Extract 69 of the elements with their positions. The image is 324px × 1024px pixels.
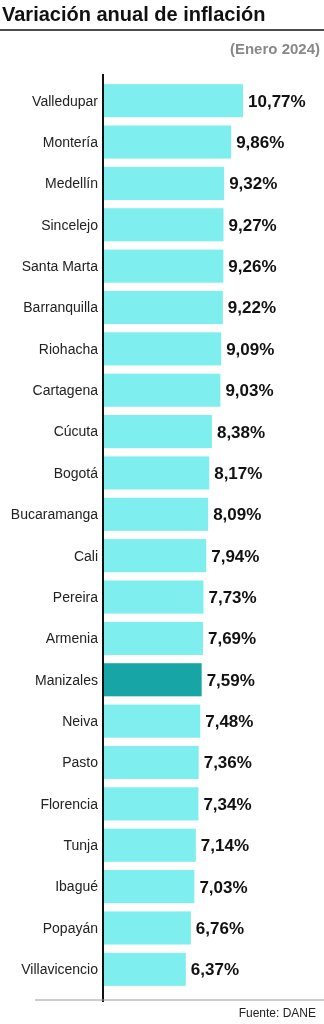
data-label: 7,94% <box>211 546 260 566</box>
data-label: 6,76% <box>195 918 245 938</box>
y-tick-label: Pereira <box>52 588 99 605</box>
data-label: 7,73% <box>208 588 257 607</box>
data-label: 7,36% <box>203 753 252 773</box>
y-tick-label: Cali <box>73 547 98 564</box>
bar <box>103 373 221 407</box>
bar <box>103 208 224 242</box>
data-label: 10,77% <box>248 91 306 111</box>
chart-title: Variación anual de inflación <box>2 3 266 25</box>
bar <box>103 166 225 200</box>
bar <box>103 952 186 986</box>
data-label: 9,09% <box>226 339 275 359</box>
bar <box>103 828 196 862</box>
y-tick-label: Barranquilla <box>23 299 99 316</box>
y-tick-label: Riohacha <box>38 340 99 357</box>
bar <box>103 332 222 366</box>
bar <box>103 663 202 697</box>
y-tick-label: Santa Marta <box>21 258 99 275</box>
bar <box>103 911 191 945</box>
data-label: 7,34% <box>203 794 252 814</box>
bar <box>103 745 199 780</box>
y-tick-label: Ibagué <box>55 878 99 895</box>
data-label: 8,38% <box>216 422 266 442</box>
y-tick-label: Villavicencio <box>21 961 99 978</box>
y-tick-label: Sincelejo <box>41 216 99 233</box>
y-tick-label: Valledupar <box>32 92 99 109</box>
bar <box>103 787 199 821</box>
data-label: 9,27% <box>228 215 277 235</box>
data-label: 9,26% <box>228 257 277 277</box>
data-label: 9,03% <box>225 381 274 401</box>
y-tick-label: Bucaramanga <box>10 506 99 523</box>
y-tick-label: Manizales <box>34 671 98 688</box>
source-note: Fuente: DANE <box>238 1006 316 1020</box>
bar <box>103 125 232 159</box>
data-label: 7,14% <box>200 836 250 856</box>
data-label: 9,22% <box>227 298 277 318</box>
bar <box>103 456 210 490</box>
bar <box>103 870 195 904</box>
y-tick-label: Cúcuta <box>53 423 99 440</box>
y-tick-label: Montería <box>42 133 99 150</box>
data-label: 9,32% <box>229 174 278 194</box>
bar <box>103 84 243 118</box>
y-tick-label: Bogotá <box>53 464 99 481</box>
y-tick-label: Cartagena <box>32 382 99 399</box>
data-label: 7,59% <box>206 670 255 690</box>
bar <box>103 497 209 531</box>
y-tick-label: Florencia <box>40 795 99 812</box>
bar <box>103 415 212 449</box>
y-tick-label: Tunja <box>63 837 99 854</box>
bar <box>103 290 223 325</box>
y-tick-label: Armenia <box>45 630 99 647</box>
data-label: 7,69% <box>207 629 257 649</box>
data-label: 8,17% <box>214 463 263 483</box>
bar <box>103 249 224 283</box>
data-label: 6,37% <box>190 960 240 980</box>
bar <box>103 580 204 614</box>
data-label: 9,86% <box>236 133 285 152</box>
y-tick-label: Medellín <box>45 175 98 192</box>
data-label: 7,48% <box>205 712 254 732</box>
y-tick-label: Popayán <box>42 919 98 936</box>
y-tick-label: Pasto <box>62 754 99 771</box>
bar <box>103 704 201 738</box>
y-tick-label: Neiva <box>62 713 99 730</box>
text: (Enero 2024) <box>229 40 320 57</box>
data-label: 8,09% <box>213 505 262 525</box>
data-label: 7,03% <box>199 877 248 897</box>
bar <box>103 539 207 573</box>
bar <box>103 621 203 655</box>
